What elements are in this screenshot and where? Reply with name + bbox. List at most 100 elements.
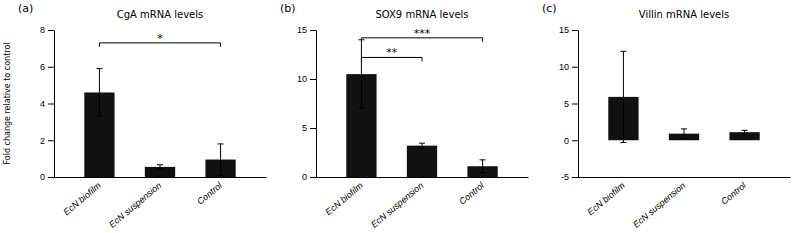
tick-label: EcN biofilm	[323, 180, 365, 217]
tick: Control	[457, 177, 486, 207]
axis-line	[578, 31, 579, 178]
tick-mark	[310, 128, 316, 129]
title: CgA mRNA levels	[117, 9, 204, 20]
tick: 0	[302, 172, 316, 182]
x-axis: EcN biofilmEcN suspension Control	[55, 177, 267, 230]
tick: 0	[564, 136, 578, 146]
tick: EcN suspension	[107, 177, 163, 230]
tick: 5	[564, 99, 578, 109]
title: SOX9 mRNA levels	[375, 9, 468, 20]
bar	[407, 146, 437, 177]
tick: EcN biofilm	[61, 177, 103, 217]
tick-label: 5	[302, 123, 307, 133]
panel: 0 5 10 15 EcN biofilmEcN suspension Control **…	[280, 2, 529, 230]
panel-label: (b)	[280, 2, 296, 15]
tick-label: -5	[561, 172, 569, 182]
tick-label: 0	[40, 172, 45, 182]
tick-label: 15	[559, 25, 569, 35]
figure: 02468EcN biofilmEcN suspensionControl*Cg…	[0, 0, 800, 233]
x-axis: EcN biofilmEcN suspension Control	[317, 177, 529, 230]
tick-label: EcN suspension	[369, 180, 425, 229]
tick: Control	[719, 177, 748, 207]
y-axis: -5 0 5 10 15	[559, 25, 579, 182]
y-axis: 0 5 10 15	[297, 25, 317, 182]
significance-label: ***	[414, 27, 431, 40]
tick: 6	[40, 62, 54, 72]
tick-label: 8	[40, 25, 45, 35]
y-axis-title: Fold change relative to control	[3, 42, 12, 164]
error-bar	[358, 40, 364, 109]
bars	[84, 69, 235, 177]
tick-label: Control	[719, 180, 748, 207]
tick-label: 10	[559, 62, 569, 72]
tick: EcN suspension	[631, 177, 687, 230]
tick-label: 0	[302, 172, 307, 182]
tick-label: Control	[457, 180, 486, 207]
tick: -5	[561, 172, 578, 182]
x-axis: EcN biofilmEcN suspension Control	[579, 177, 791, 230]
plot-area: -5 0 5 10 15 EcN biofilmEcN suspension Control	[559, 25, 791, 229]
axis-line	[54, 31, 55, 178]
tick-label: EcN suspension	[107, 180, 163, 229]
bars	[346, 40, 497, 177]
tick-mark	[310, 79, 316, 80]
tick-mark	[572, 177, 578, 178]
error-bar	[96, 69, 102, 117]
tick-label: 0	[564, 136, 569, 146]
tick-mark	[572, 67, 578, 68]
error-bar	[742, 130, 748, 134]
axis-line	[55, 177, 267, 178]
tick: 2	[40, 136, 54, 146]
tick: EcN biofilm	[585, 177, 627, 217]
error-bar	[681, 129, 687, 139]
error-bar	[480, 160, 486, 173]
tick-mark	[48, 177, 54, 178]
tick-label: EcN suspension	[631, 180, 687, 229]
error-bar	[218, 144, 224, 175]
tick-mark	[48, 67, 54, 68]
y-axis: 0 2 4 6 8	[40, 25, 55, 182]
plot-area: 0 5 10 15 EcN biofilmEcN suspension Control **…	[297, 25, 529, 229]
tick: EcN biofilm	[323, 177, 365, 217]
tick: 15	[297, 25, 316, 35]
axis-line	[316, 31, 317, 178]
tick-label: 2	[40, 136, 45, 146]
tick-label: 4	[40, 99, 45, 109]
tick: EcN suspension	[369, 177, 425, 230]
tick-label: 6	[40, 62, 45, 72]
title: Villin mRNA levels	[639, 9, 729, 20]
significance-label: *	[157, 32, 163, 45]
bars	[608, 51, 759, 142]
tick: 8	[40, 25, 54, 35]
tick: 0	[40, 172, 54, 182]
tick-label: 5	[564, 99, 569, 109]
tick-mark	[310, 177, 316, 178]
tick-mark	[310, 30, 316, 31]
tick-mark	[572, 104, 578, 105]
plot-area: 0 2 4 6 8 EcN biofilmEcN suspension Control *	[40, 25, 267, 229]
tick: 10	[297, 74, 316, 84]
tick-mark	[48, 104, 54, 105]
panel: -5 0 5 10 15 EcN biofilmEcN suspension Control…	[542, 2, 791, 230]
panel-label: (c)	[542, 2, 557, 15]
error-bar	[620, 51, 626, 142]
tick-mark	[572, 30, 578, 31]
tick-label: 15	[297, 25, 307, 35]
error-bar	[157, 165, 163, 169]
axis-line	[317, 177, 529, 178]
panel-label: (a)	[18, 2, 33, 15]
tick-label: EcN biofilm	[585, 180, 627, 217]
tick-mark	[48, 140, 54, 141]
tick: Control	[195, 177, 224, 207]
tick-label: EcN biofilm	[61, 180, 103, 217]
tick: 15	[559, 25, 578, 35]
tick-label: 10	[297, 74, 307, 84]
tick-mark	[572, 140, 578, 141]
panel: 0 2 4 6 8 EcN biofilmEcN suspension Control * Cg…	[18, 2, 267, 230]
error-bar	[419, 143, 425, 148]
significance-label: **	[386, 46, 398, 59]
axis-line	[579, 177, 791, 178]
tick-label: Control	[195, 180, 224, 207]
tick: 4	[40, 99, 54, 109]
tick: 5	[302, 123, 316, 133]
